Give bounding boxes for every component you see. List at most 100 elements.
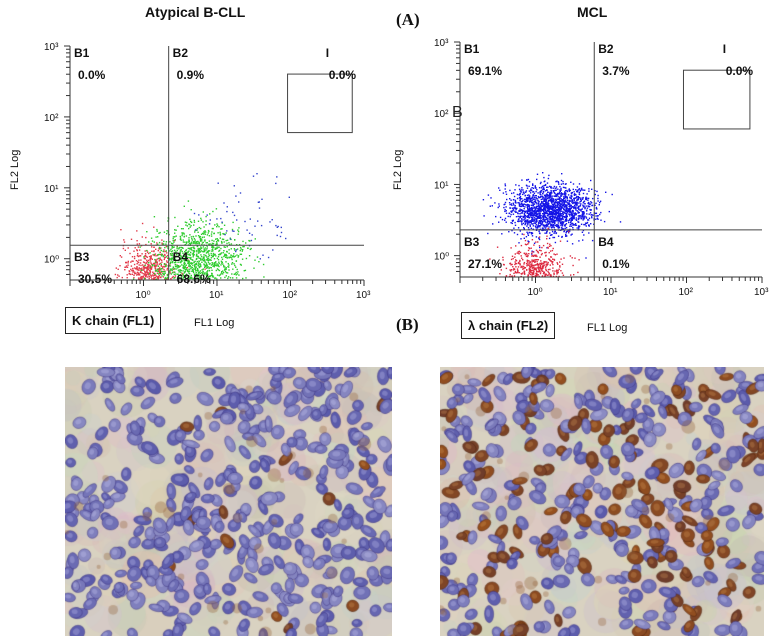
event-dot	[204, 240, 206, 242]
event-dot	[584, 203, 586, 205]
event-dot	[568, 219, 571, 221]
event-dot	[141, 272, 143, 274]
event-dot	[213, 240, 215, 242]
event-dot	[173, 241, 175, 243]
event-dot	[137, 277, 140, 279]
event-dot	[197, 248, 199, 251]
event-dot	[189, 266, 191, 268]
event-dot	[181, 264, 183, 266]
event-dot	[228, 249, 230, 251]
event-dot	[191, 270, 193, 272]
event-dot	[554, 206, 557, 208]
event-dot	[519, 216, 521, 219]
event-dot	[520, 244, 523, 247]
event-dot	[549, 219, 551, 221]
event-dot	[526, 179, 528, 181]
event-dot	[139, 268, 142, 270]
event-dot	[540, 220, 543, 222]
event-dot	[550, 200, 552, 203]
event-dot	[203, 256, 205, 258]
event-dot	[537, 215, 540, 218]
event-dot	[516, 197, 519, 200]
event-dot	[580, 210, 582, 212]
event-dot	[578, 259, 580, 261]
event-dot	[540, 204, 542, 206]
event-dot	[139, 262, 142, 264]
event-dot	[138, 259, 140, 261]
event-dot	[142, 261, 145, 263]
event-dot	[504, 203, 506, 205]
event-dot	[131, 260, 133, 262]
event-dot	[225, 267, 227, 269]
event-dot	[179, 269, 181, 271]
event-dot	[153, 254, 156, 257]
event-dot	[542, 208, 545, 210]
event-dot	[545, 251, 547, 254]
event-dot	[216, 224, 219, 227]
event-dot	[192, 241, 195, 243]
event-dot	[214, 264, 216, 266]
event-dot	[583, 213, 585, 215]
event-dot	[570, 196, 573, 198]
event-dot	[157, 265, 160, 267]
event-dot	[203, 248, 205, 250]
event-dot	[573, 204, 576, 207]
event-dot	[136, 269, 138, 271]
event-dot	[198, 275, 200, 277]
event-dot	[539, 256, 541, 258]
event-dot	[521, 179, 523, 181]
event-dot	[575, 194, 577, 196]
event-dot	[280, 231, 283, 234]
event-dot	[539, 196, 542, 198]
event-dot	[564, 186, 566, 189]
event-dot	[536, 267, 538, 269]
event-dot	[535, 219, 538, 222]
event-dot	[573, 193, 576, 195]
event-dot	[223, 241, 225, 243]
event-dot	[140, 269, 143, 271]
event-dot	[560, 210, 562, 212]
event-dot	[208, 230, 210, 233]
event-dot	[517, 251, 519, 253]
event-dot	[540, 216, 542, 219]
event-dot	[192, 252, 195, 254]
event-dot	[554, 195, 556, 197]
event-dot	[223, 266, 225, 268]
event-dot	[528, 194, 530, 196]
event-dot	[143, 256, 145, 258]
event-dot	[552, 207, 554, 209]
event-dot	[619, 221, 622, 223]
event-dot	[524, 253, 527, 256]
event-dot	[552, 212, 555, 214]
event-dot	[519, 259, 521, 262]
event-dot	[560, 192, 563, 194]
event-dot	[188, 272, 190, 274]
event-dot	[134, 271, 136, 273]
event-dot	[175, 229, 177, 231]
event-dot	[233, 185, 235, 187]
event-dot	[502, 259, 504, 261]
event-dot	[166, 252, 168, 254]
event-dot	[172, 258, 174, 260]
event-dot	[559, 189, 561, 191]
event-dot	[546, 182, 549, 184]
event-dot	[197, 271, 200, 274]
event-dot	[532, 266, 534, 268]
event-dot	[588, 205, 590, 208]
event-dot	[124, 249, 126, 251]
event-dot	[535, 190, 537, 193]
event-dot	[181, 250, 183, 253]
event-dot	[176, 267, 179, 269]
event-dot	[138, 249, 141, 251]
event-dot	[151, 240, 154, 242]
event-dot	[228, 264, 230, 266]
event-dot	[203, 250, 206, 253]
event-dot	[560, 221, 562, 223]
event-dot	[545, 227, 547, 229]
event-dot	[184, 259, 186, 261]
event-dot	[222, 252, 224, 254]
event-dot	[208, 243, 210, 245]
event-dot	[202, 278, 204, 280]
event-dot	[550, 275, 552, 277]
event-dot	[271, 219, 273, 221]
